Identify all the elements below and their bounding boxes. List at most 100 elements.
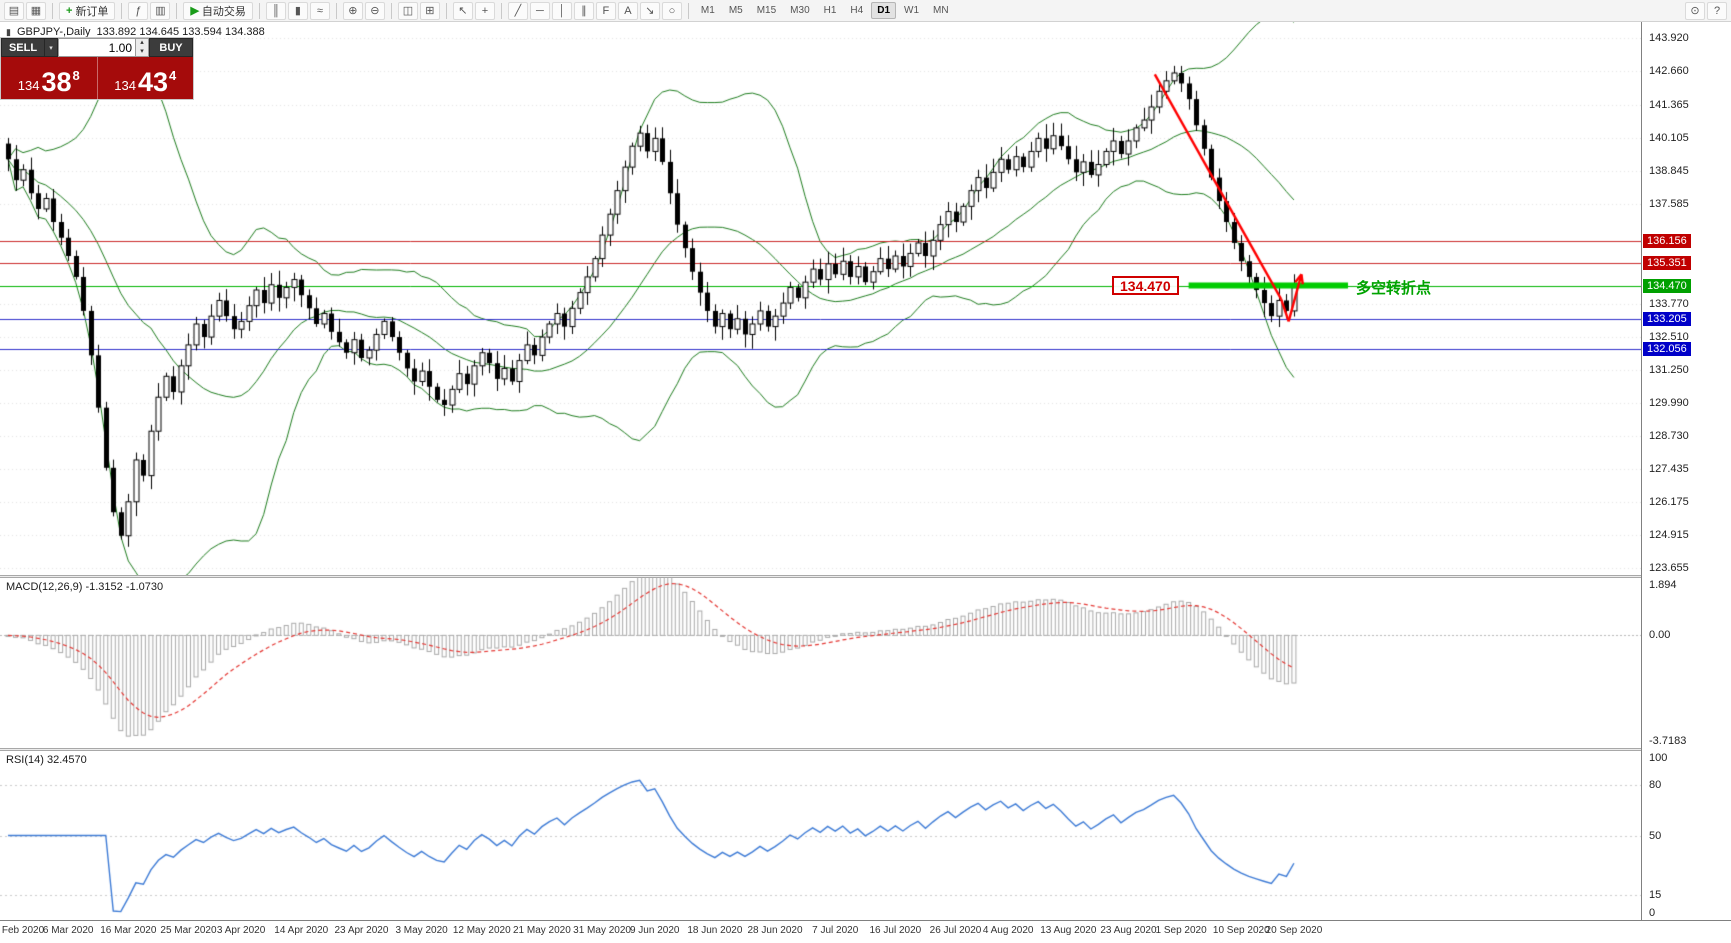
timeframe-m5-button[interactable]: M5: [723, 2, 749, 19]
time-axis-label: 25 Mar 2020: [160, 925, 217, 936]
time-axis-label: 7 Jul 2020: [812, 925, 859, 936]
toolbar-separator: [121, 2, 123, 19]
timeframe-d1-button[interactable]: D1: [871, 2, 897, 19]
sell-price[interactable]: 134 38 8: [1, 57, 97, 99]
ohlc-values: 133.892 134.645 133.594 134.388: [96, 26, 265, 38]
tile-windows-icon[interactable]: ◫: [397, 1, 418, 20]
sell-button[interactable]: SELL: [1, 38, 45, 57]
chart-profiles-icon[interactable]: ▦: [26, 1, 46, 20]
toolbar-separator: [176, 2, 178, 19]
autotrading-button[interactable]: ▶ 自动交易: [183, 1, 253, 20]
time-axis: Feb 2020 6 Mar 2020 16 Mar 2020 25 Mar 2020…: [0, 920, 1731, 943]
toolbar-separator: [687, 2, 689, 19]
trendline-icon[interactable]: ╱: [507, 1, 528, 20]
time-axis-label: 4 Aug 2020: [982, 925, 1034, 936]
time-axis-label: 28 Jun 2020: [747, 925, 803, 936]
toolbar-separator: [335, 2, 337, 19]
shapes-icon[interactable]: ○: [661, 1, 682, 20]
line-chart-icon[interactable]: ≈: [309, 1, 330, 20]
price-axis-tick: 0.00: [1649, 629, 1671, 642]
toolbar-separator: [390, 2, 392, 19]
rsi-indicator-canvas[interactable]: [0, 751, 1641, 920]
channel-icon[interactable]: ∥: [573, 1, 594, 20]
timeframe-mn-button[interactable]: MN: [927, 2, 955, 19]
price-axis-tick: 140.105: [1649, 132, 1689, 145]
toolbar-separator: [52, 2, 53, 19]
toolbar: ▤ ▦ + 新订单 ƒ ▥ ▶ 自动交易 ║ ▮ ≈ ⊕ ⊖ ◫ ⊞ ↖ + ╱ ─ │ ∥ F A ↘ ○ M1 M5 M15 M30…: [0, 0, 1731, 22]
help-icon[interactable]: ?: [1707, 1, 1727, 20]
toolbar-separator: [445, 2, 447, 19]
price-axis-tick: -3.7183: [1649, 735, 1687, 747]
time-axis-label: 3 May 2020: [395, 925, 448, 936]
time-axis-label: 31 May 2020: [573, 925, 631, 936]
market-depth-icon[interactable]: ▥: [150, 1, 171, 20]
autotrading-button-icon: ▶: [190, 5, 199, 17]
price-axis: 143.920 142.660 141.365 140.105 138.845 137.5…: [1641, 22, 1731, 943]
bar-chart-icon[interactable]: ║: [265, 1, 286, 20]
price-axis-tick: 1.894: [1649, 579, 1677, 591]
time-axis-label: 26 Jul 2020: [929, 925, 982, 936]
main-chart-canvas[interactable]: [0, 22, 1641, 575]
timeframe-m1-button[interactable]: M1: [695, 2, 721, 19]
timeframe-m15-button[interactable]: M15: [751, 2, 782, 19]
pane-separator-macd[interactable]: [0, 575, 1731, 578]
toolbar-separator: [500, 2, 502, 19]
volume-down-icon[interactable]: ▾: [140, 47, 144, 55]
fibonacci-icon[interactable]: F: [595, 1, 616, 20]
buy-price[interactable]: 134 43 4: [98, 57, 194, 99]
price-axis-tick: 50: [1649, 829, 1662, 842]
vertical-line-icon[interactable]: │: [551, 1, 572, 20]
toolbar-separator: [258, 2, 260, 19]
price-axis-tick: 80: [1649, 778, 1662, 791]
autotrading-button-label: 自动交易: [201, 5, 246, 18]
text-label-icon[interactable]: A: [617, 1, 638, 20]
volume-input[interactable]: [58, 38, 136, 57]
price-axis-tick: 15: [1649, 888, 1662, 901]
new-chart-icon[interactable]: ▤: [4, 1, 24, 20]
time-axis-label: 3 Apr 2020: [216, 925, 266, 936]
new-order-button[interactable]: + 新订单: [59, 1, 116, 20]
sell-price-figure: 134: [17, 78, 40, 93]
time-axis-label: 12 May 2020: [452, 925, 511, 936]
indicators-icon[interactable]: ƒ: [128, 1, 149, 20]
time-axis-label: 1 Sep 2020: [1155, 925, 1207, 936]
time-axis-label: Feb 2020: [1, 925, 45, 936]
time-axis-label: 14 Apr 2020: [274, 925, 329, 936]
timeframe-h4-button[interactable]: H4: [844, 2, 869, 19]
crosshair-icon[interactable]: +: [474, 1, 495, 20]
pane-separator-rsi[interactable]: [0, 748, 1731, 751]
arrow-tool-icon[interactable]: ↘: [639, 1, 660, 20]
candlestick-chart-icon[interactable]: ▮: [287, 1, 308, 20]
time-axis-label: 23 Apr 2020: [334, 925, 389, 936]
new-order-button-icon: +: [66, 4, 73, 17]
zoom-out-icon[interactable]: ⊖: [364, 1, 385, 20]
time-axis-label: 23 Aug 2020: [1100, 925, 1157, 936]
new-order-button-label: 新订单: [75, 5, 109, 18]
cursor-icon[interactable]: ↖: [452, 1, 473, 20]
time-axis-label: 16 Jul 2020: [869, 925, 922, 936]
price-level-label: 134.470: [1643, 278, 1691, 293]
volume-dropdown-caret-icon[interactable]: ▾: [45, 38, 58, 57]
buy-price-pip: 4: [169, 68, 177, 83]
buy-button[interactable]: BUY: [149, 38, 193, 57]
toolbar-right-group: ⊙?: [1685, 1, 1727, 20]
search-icon[interactable]: ⊙: [1685, 1, 1705, 20]
buy-price-figure: 134: [114, 78, 136, 93]
timeframe-w1-button[interactable]: W1: [898, 2, 925, 19]
chart-title: ▮ GBPJPY-,Daily 133.892 134.645 133.594 …: [6, 26, 265, 38]
volume-stepper[interactable]: ▴ ▾: [136, 38, 149, 57]
time-axis-label: 13 Aug 2020: [1040, 925, 1097, 936]
timeframe-h1-button[interactable]: H1: [818, 2, 843, 19]
price-level-label: 132.056: [1643, 341, 1691, 356]
price-axis-tick: 128.730: [1649, 429, 1689, 442]
price-axis-tick: 124.915: [1649, 529, 1689, 542]
macd-indicator-canvas[interactable]: [0, 578, 1641, 748]
arrange-windows-icon[interactable]: ⊞: [419, 1, 440, 20]
price-axis-tick: 129.990: [1649, 396, 1689, 409]
price-axis-tick: 131.250: [1649, 363, 1689, 376]
horizontal-line-icon[interactable]: ─: [529, 1, 550, 20]
timeframe-m30-button[interactable]: M30: [784, 2, 815, 19]
volume-up-icon[interactable]: ▴: [140, 39, 144, 46]
zoom-in-icon[interactable]: ⊕: [342, 1, 363, 20]
